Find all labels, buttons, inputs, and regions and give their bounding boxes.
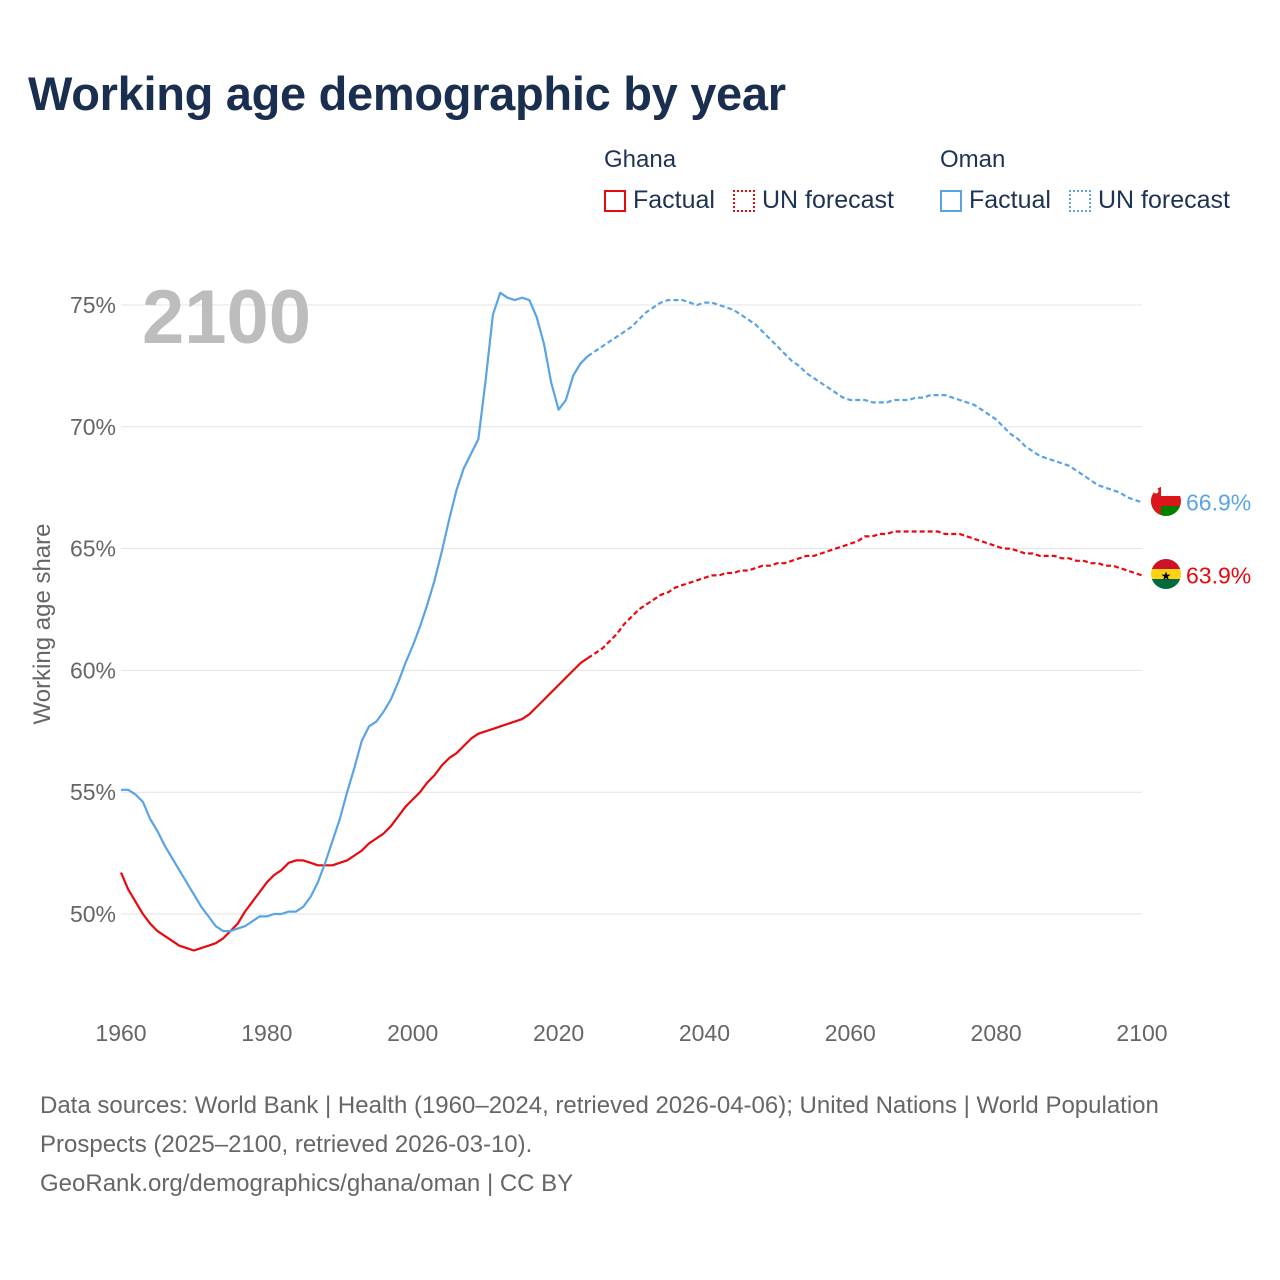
legend-country-ghana: Ghana [604, 146, 677, 173]
series-line-oman-factual[interactable] [121, 291, 589, 933]
line-chart: 2100 Working age share 50% 55% 60% 65% 70% 75… [29, 275, 1251, 1046]
end-label-ghana: 63.9% [1186, 562, 1251, 588]
x-tick-label: 2060 [825, 1020, 876, 1046]
credit-link[interactable]: GeoRank.org/demographics/ghana/oman | CC… [40, 1170, 574, 1197]
end-label-oman: 66.9% [1186, 489, 1251, 515]
legend-ghana: Ghana Factual UN forecast [604, 146, 912, 215]
y-tick-label: 60% [70, 657, 116, 683]
legend-label: Factual [969, 186, 1051, 214]
oman-flag-icon [1151, 486, 1181, 516]
y-tick-label: 75% [70, 292, 116, 318]
year-watermark: 2100 [142, 275, 311, 360]
y-tick-label: 50% [70, 901, 116, 927]
legend-item-oman-forecast[interactable]: UN forecast [1068, 186, 1230, 215]
x-tick-label: 2040 [679, 1020, 730, 1046]
legend-item-ghana-factual[interactable]: Factual [604, 186, 715, 215]
svg-text:★: ★ [1161, 569, 1172, 583]
x-tick-label: 1980 [241, 1020, 292, 1046]
chart-footer: Data sources: World Bank | Health (1960–… [40, 1086, 1220, 1203]
series-line-oman-forecast[interactable] [587, 299, 1143, 504]
y-tick-label: 70% [70, 414, 116, 440]
x-tick-label: 2020 [533, 1020, 584, 1046]
data-sources: Data sources: World Bank | Health (1960–… [40, 1092, 1159, 1158]
series-line-ghana-forecast[interactable] [587, 530, 1143, 660]
legend-item-oman-factual[interactable]: Factual [940, 186, 1051, 215]
series-line-ghana-factual[interactable] [119, 657, 589, 952]
y-tick-label: 55% [70, 779, 116, 805]
x-tick-label: 2080 [971, 1020, 1022, 1046]
y-axis-title: Working age share [29, 524, 56, 725]
chart-title: Working age demographic by year [28, 67, 786, 120]
legend-label: UN forecast [761, 186, 894, 214]
legend-oman: Oman Factual UN forecast [940, 146, 1248, 215]
legend-label: UN forecast [1097, 186, 1230, 214]
legend-swatch-solid [604, 189, 626, 212]
y-tick-label: 65% [70, 536, 116, 562]
legend-swatch-dotted [1068, 189, 1091, 212]
legend-country-oman: Oman [940, 146, 1006, 173]
x-tick-label: 2000 [387, 1020, 438, 1046]
legend-swatch-solid [940, 189, 962, 212]
x-tick-label: 1960 [95, 1020, 146, 1046]
legend-label: Factual [633, 186, 715, 214]
ghana-flag-icon: ★ [1151, 559, 1181, 589]
x-tick-label: 2100 [1116, 1020, 1167, 1046]
legend-swatch-dotted [732, 189, 755, 212]
legend-item-ghana-forecast[interactable]: UN forecast [732, 186, 894, 215]
